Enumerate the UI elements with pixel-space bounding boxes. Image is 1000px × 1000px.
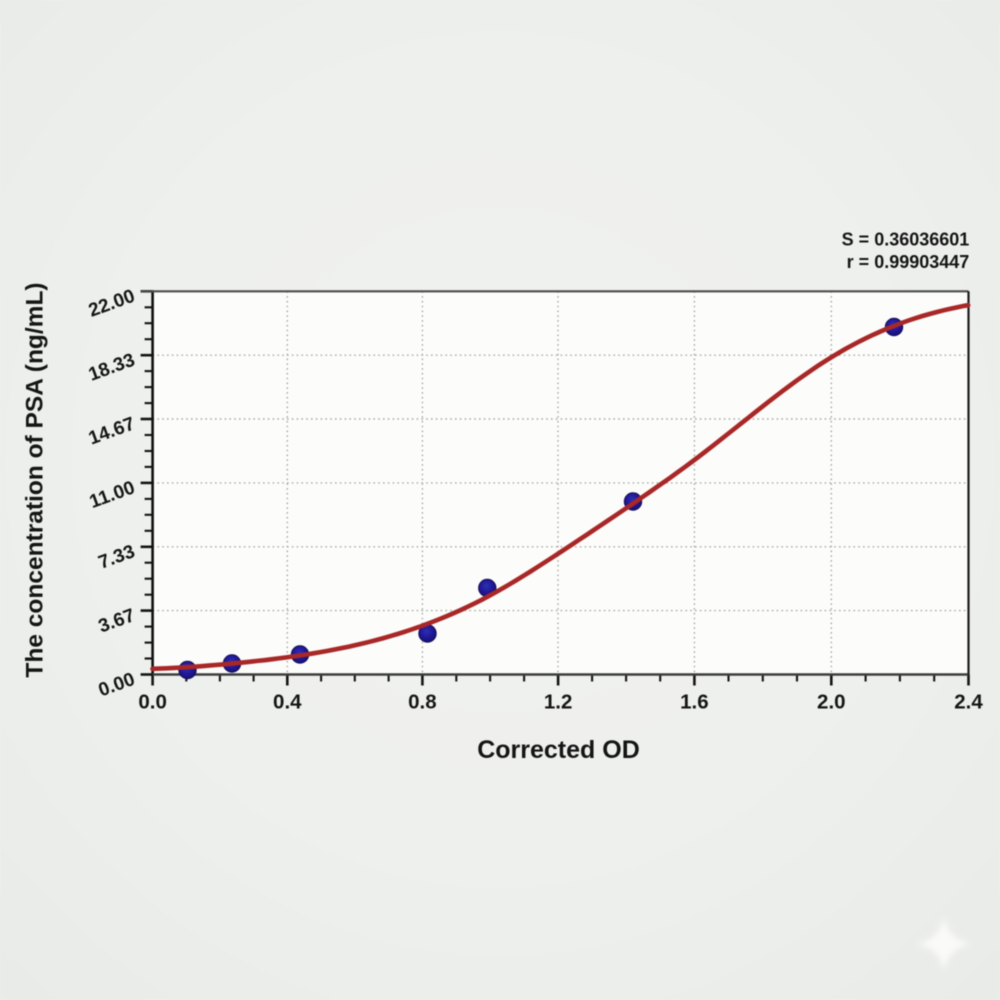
svg-text:Corrected OD: Corrected OD [477,736,640,764]
svg-text:2.4: 2.4 [954,691,983,714]
svg-text:S = 0.36036601: S = 0.36036601 [842,230,970,250]
svg-text:The concentration of PSA (ng/m: The concentration of PSA (ng/mL) [22,282,49,677]
svg-text:1.2: 1.2 [544,691,573,714]
svg-text:r = 0.99903447: r = 0.99903447 [847,252,970,272]
svg-text:1.6: 1.6 [680,691,709,714]
svg-text:0.4: 0.4 [273,691,302,714]
svg-text:0.0: 0.0 [138,691,167,714]
svg-text:2.0: 2.0 [817,691,846,714]
svg-text:0.8: 0.8 [408,691,437,714]
